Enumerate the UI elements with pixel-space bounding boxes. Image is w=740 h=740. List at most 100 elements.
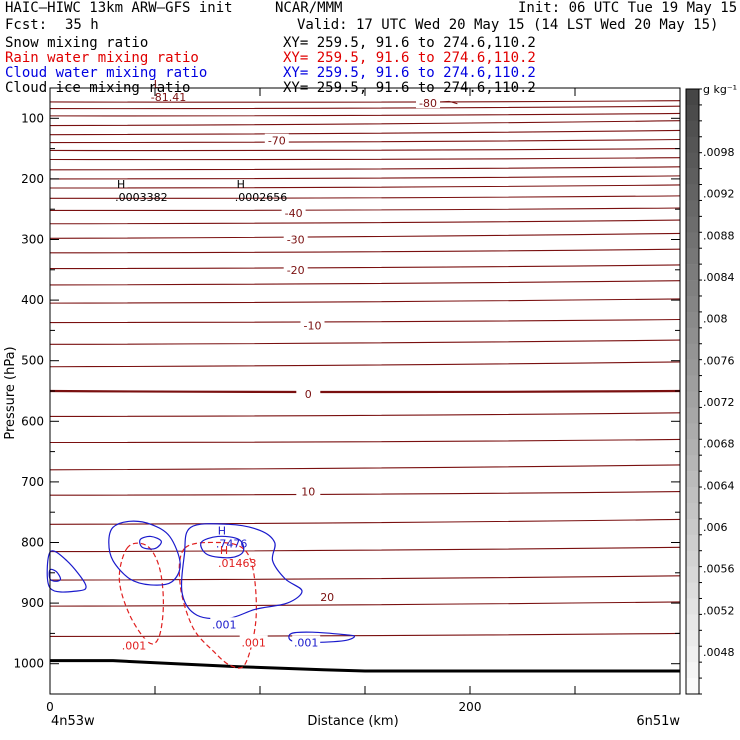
series-label-bg [210, 617, 239, 630]
isotherm-line [49, 232, 681, 239]
isotherm-label: -30 [287, 234, 305, 247]
colorbar-cell [686, 630, 699, 647]
extremum-marker: H [220, 544, 228, 557]
extremum-value: -81.41 [151, 91, 186, 104]
extremum-marker: H [237, 178, 245, 191]
y-tick-label: 900 [21, 596, 44, 610]
colorbar-unit: g kg⁻¹ [703, 83, 737, 96]
series-contour-label: .001 [122, 640, 147, 653]
colorbar-cell [686, 343, 699, 360]
x-axis-label: Distance (km) [307, 714, 398, 729]
init-time: Init: 06 UTC Tue 19 May 15 [518, 0, 738, 16]
colorbar-cell [686, 407, 699, 424]
colorbar-label: .0076 [703, 354, 735, 367]
colorbar-cell [686, 200, 699, 217]
y-axis-label: Pressure (hPa) [3, 346, 18, 439]
y-tick-label: 500 [21, 354, 44, 368]
y-tick-label: 800 [21, 536, 44, 550]
colorbar-cell [686, 566, 699, 583]
x-tick-label: 200 [459, 700, 482, 714]
colorbar-cell [686, 487, 699, 504]
isotherm-line [49, 601, 681, 607]
field-snow-xy: XY= 259.5, 91.6 to 274.6,110.2 [283, 35, 536, 51]
terrain-layer [50, 659, 680, 673]
isotherm-line [49, 280, 681, 286]
x-tick-label: 0 [46, 700, 54, 714]
colorbar-label: .0064 [703, 479, 735, 492]
y-tick-label: 300 [21, 233, 44, 247]
series-label-bg [292, 635, 321, 648]
colorbar-cell [686, 184, 699, 201]
y-tick-label: 200 [21, 172, 44, 186]
isotherm-label-bg [283, 232, 308, 245]
temperature-layer [49, 100, 681, 637]
isotherm-label: -80 [419, 97, 437, 110]
colorbar-cell [686, 534, 699, 552]
terrain-line [50, 659, 680, 673]
colorbar-cell [686, 152, 699, 169]
isotherm-line [49, 184, 681, 189]
isotherm-line [49, 219, 681, 225]
colorbar-label: .0068 [703, 438, 735, 451]
isotherm-label-bg [283, 262, 308, 275]
isotherm-line [49, 207, 681, 211]
colorbar-cell [686, 550, 699, 567]
y-tick-label: 700 [21, 475, 44, 489]
isotherm-line [49, 120, 681, 127]
series-label-bg [239, 635, 268, 648]
isotherm-label-bg [281, 205, 306, 218]
isotherm-label-bg [315, 590, 340, 603]
y-tick-label: 1000 [13, 657, 44, 671]
isotherm-line [49, 546, 681, 553]
rain-contour [178, 541, 257, 669]
field-rain-xy: XY= 259.5, 91.6 to 274.6,110.2 [283, 50, 536, 66]
colorbar-cell [686, 646, 699, 663]
isotherm-line [49, 129, 681, 136]
y-tick-label: 400 [21, 293, 44, 307]
colorbar-cell [686, 120, 699, 138]
colorbar-cell [686, 439, 699, 456]
isotherm-line [49, 298, 681, 304]
colorbar-label: .0088 [703, 229, 735, 242]
isotherm-label: -70 [268, 135, 286, 148]
center-name: NCAR/MMM [275, 0, 343, 16]
cloud-water-contour [200, 535, 245, 559]
series-layer [46, 520, 356, 669]
colorbar-cell [686, 280, 699, 297]
extremum-value: .01463 [218, 557, 257, 570]
isotherm-line [49, 248, 681, 254]
field-snow: Snow mixing ratio [5, 35, 149, 51]
isotherm-line [49, 318, 681, 324]
colorbar-cell [686, 582, 699, 599]
colorbar-cell [686, 423, 699, 440]
isotherm-label: -10 [304, 320, 322, 333]
colorbar-cell [686, 104, 699, 122]
colorbar-label: .0048 [703, 646, 735, 659]
colorbar-label: .0084 [703, 271, 735, 284]
colorbar-cell [686, 311, 699, 329]
rain-contour [118, 542, 165, 645]
colorbar-label: .0098 [703, 146, 735, 159]
left-endpoint-label: 4n53w [51, 714, 95, 729]
isotherm-line [49, 518, 681, 525]
isotherm-label: -40 [285, 207, 303, 220]
colorbar-label: .0056 [703, 563, 735, 576]
field-rain: Rain water mixing ratio [5, 50, 199, 66]
isotherm-line [49, 264, 681, 270]
colorbar-cell [686, 375, 699, 392]
fcst-label: Fcst: [5, 17, 48, 33]
isotherm-line [49, 389, 681, 394]
isotherm-line [49, 575, 681, 581]
extremum-value: .0002656 [235, 191, 287, 204]
isotherm-line [49, 195, 681, 199]
isotherm-label-bg [416, 96, 440, 109]
colorbar-cell [686, 295, 699, 313]
colorbar-label: .0092 [703, 188, 735, 201]
isotherm-label-bg [296, 484, 321, 497]
series-contour-label: .001 [241, 636, 266, 649]
isotherm-line [49, 339, 681, 345]
series-label-bg [120, 638, 148, 651]
colorbar-cell [686, 359, 699, 376]
colorbar-cell [686, 455, 699, 472]
